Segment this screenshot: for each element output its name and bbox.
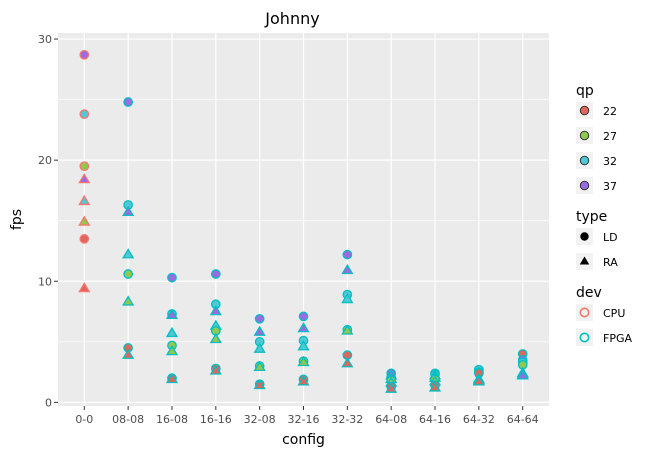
data-point <box>341 263 354 275</box>
data-point <box>341 324 354 335</box>
data-point <box>79 234 90 244</box>
data-point <box>123 97 133 107</box>
data-points <box>78 49 529 393</box>
data-point <box>78 194 91 206</box>
data-point <box>253 342 266 353</box>
x-tick-label: 64-16 <box>419 413 451 426</box>
data-point <box>78 173 91 184</box>
data-point <box>428 381 442 392</box>
x-tick-label: 16-16 <box>200 413 232 426</box>
legend-label: 27 <box>603 130 617 143</box>
y-axis-ticks: 0 10 20 30 <box>38 33 58 409</box>
y-tick-label: 20 <box>38 154 52 167</box>
data-point <box>79 49 90 60</box>
legend-label: 37 <box>603 180 617 193</box>
legend-label: CPU <box>603 307 625 320</box>
data-point <box>297 355 310 367</box>
data-point <box>209 364 222 375</box>
y-axis-label: fps <box>9 209 25 230</box>
data-point <box>210 269 221 279</box>
data-point <box>165 372 179 384</box>
data-point <box>79 109 90 119</box>
legend-swatch-circle <box>579 130 590 141</box>
data-point <box>472 375 485 386</box>
legend-swatch-circle <box>579 105 590 116</box>
data-point <box>122 295 135 306</box>
data-point <box>122 348 135 359</box>
data-point <box>122 205 135 217</box>
data-point <box>298 311 309 322</box>
legend-key <box>576 304 593 321</box>
data-point <box>297 322 310 333</box>
x-tick-label: 64-32 <box>463 413 495 426</box>
data-point <box>342 249 353 260</box>
data-point <box>165 308 179 319</box>
x-tick-label: 08-08 <box>112 413 144 426</box>
data-point <box>341 292 354 304</box>
x-axis-label: config <box>282 432 325 448</box>
data-point <box>253 360 266 372</box>
data-point <box>516 369 529 380</box>
data-point <box>253 325 266 336</box>
data-point <box>209 332 222 344</box>
data-point <box>341 357 354 368</box>
data-point <box>167 272 177 283</box>
legend-swatch-circle <box>579 180 590 191</box>
data-point <box>78 282 91 293</box>
data-point <box>79 161 90 172</box>
legend-swatch-circle <box>580 232 589 241</box>
chart-title: Johnny <box>264 9 319 28</box>
x-tick-label: 64-64 <box>507 413 539 426</box>
legend-label: 32 <box>603 155 617 168</box>
data-point <box>385 382 398 393</box>
legend-swatch-ring <box>579 332 590 343</box>
legend-title: type <box>576 209 607 225</box>
data-point <box>254 313 265 324</box>
data-point <box>165 345 179 356</box>
legend-title: qp <box>576 83 594 99</box>
x-tick-label: 64-08 <box>375 413 407 426</box>
x-tick-label: 0-0 <box>75 413 93 426</box>
data-point <box>297 375 310 386</box>
data-point <box>253 378 266 390</box>
y-tick-label: 10 <box>38 275 52 288</box>
y-tick-label: 30 <box>38 33 52 46</box>
data-point <box>122 248 135 259</box>
legend-swatch-ring <box>579 307 590 318</box>
data-point <box>297 340 310 351</box>
legend-swatch-triangle <box>579 256 590 265</box>
x-tick-label: 32-16 <box>288 413 320 426</box>
legend-title: dev <box>576 285 602 301</box>
data-point <box>165 326 179 338</box>
data-point <box>78 215 91 226</box>
data-point <box>209 305 222 316</box>
legend-label: LD <box>603 231 618 244</box>
x-tick-label: 32-08 <box>244 413 276 426</box>
x-tick-label: 32-32 <box>331 413 363 426</box>
legend-label: RA <box>603 256 618 269</box>
legend-key <box>576 329 593 346</box>
y-tick-label: 0 <box>45 396 52 409</box>
legend-swatch-circle <box>579 155 590 166</box>
x-tick-label: 16-08 <box>156 413 188 426</box>
data-point <box>123 269 133 279</box>
legend-label: FPGA <box>603 332 632 345</box>
legend-label: 22 <box>603 105 617 118</box>
x-axis-ticks: 0-0 08-08 16-08 16-16 32-08 32-16 32-32 64-08 64… <box>75 406 539 426</box>
